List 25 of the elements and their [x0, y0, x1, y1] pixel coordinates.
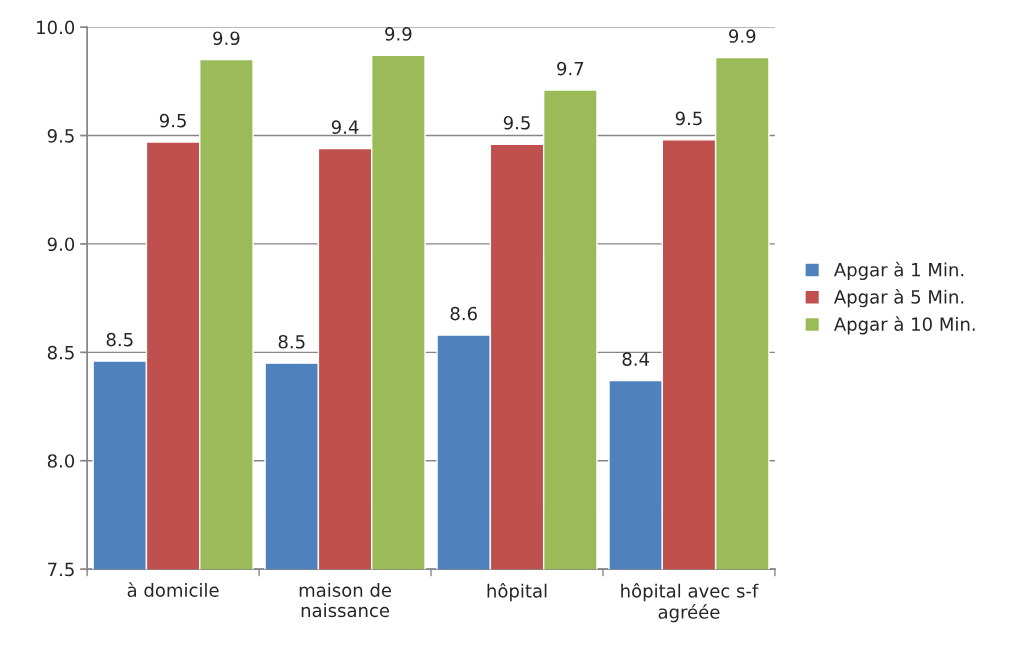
data-label: 9.7	[557, 61, 584, 76]
data-label: 9.9	[213, 31, 240, 46]
data-label: 9.9	[385, 27, 412, 41]
data-label: 8.5	[106, 332, 133, 347]
legend-label: Apgar à 1 Min.	[833, 261, 964, 280]
data-label: 9.5	[503, 115, 530, 130]
x-tick-label: hôpital	[487, 583, 547, 602]
data-label: 8.4	[622, 352, 649, 366]
x-tick-label: hôpital avec s-f agréée	[621, 583, 759, 623]
data-label: 8.5	[278, 334, 305, 349]
data-label: 9.4	[331, 120, 359, 134]
data-label: 9.5	[675, 111, 702, 126]
y-tick-label: 10.0	[37, 20, 75, 35]
x-tick-label: maison de naissance	[299, 583, 392, 618]
legend-label: Apgar à 10 Min.	[833, 316, 975, 335]
y-tick-label: 8.0	[47, 454, 75, 468]
x-tick-label: à domicile	[127, 582, 219, 597]
legend-label: Apgar à 5 Min.	[833, 289, 964, 308]
y-tick-label: 9.5	[47, 128, 74, 143]
data-label: 9.5	[159, 113, 186, 128]
y-tick-label: 9.0	[47, 237, 75, 252]
data-label: 9.9	[729, 29, 756, 43]
data-label: 8.6	[450, 306, 477, 321]
y-tick-label: 8.5	[47, 345, 74, 360]
y-tick-label: 7.5	[48, 562, 74, 577]
